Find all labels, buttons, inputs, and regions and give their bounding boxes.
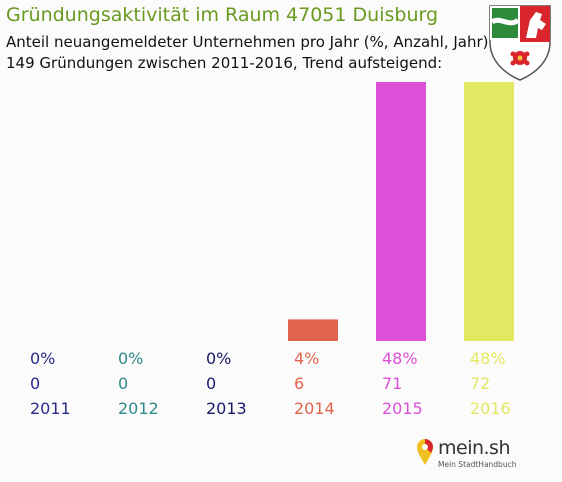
chart-subtitle: Anteil neuangemeldeter Unternehmen pro J… [6, 32, 489, 74]
count-label-2014: 6 [294, 374, 304, 393]
percent-label-2013: 0% [206, 349, 231, 368]
mein-sh-logo: mein.sh Mein StadtHandbuch [404, 430, 534, 474]
chart-title: Gründungsaktivität im Raum 47051 Duisbur… [6, 4, 439, 26]
percent-label-2016: 48% [470, 349, 506, 368]
year-label-2013: 2013 [206, 399, 247, 418]
percent-label-2015: 48% [382, 349, 418, 368]
year-label-2015: 2015 [382, 399, 423, 418]
map-pin-icon [416, 438, 434, 466]
count-label-2012: 0 [118, 374, 128, 393]
percent-label-2012: 0% [118, 349, 143, 368]
percent-label-2014: 4% [294, 349, 319, 368]
year-label-2014: 2014 [294, 399, 335, 418]
nrw-coat-of-arms-icon [484, 2, 556, 82]
percent-label-2011: 0% [30, 349, 55, 368]
count-label-2011: 0 [30, 374, 40, 393]
count-label-2015: 71 [382, 374, 402, 393]
logo-subtitle: Mein StadtHandbuch [438, 460, 517, 469]
subtitle-line-2: 149 Gründungen zwischen 2011-2016, Trend… [6, 54, 443, 72]
bar-2014 [288, 319, 338, 341]
year-label-2011: 2011 [30, 399, 71, 418]
logo-text: mein.sh [438, 437, 511, 459]
bar-2015 [376, 82, 426, 341]
bar-2016 [464, 82, 514, 341]
subtitle-line-1: Anteil neuangemeldeter Unternehmen pro J… [6, 33, 489, 51]
year-label-2012: 2012 [118, 399, 159, 418]
count-label-2016: 72 [470, 374, 490, 393]
count-label-2013: 0 [206, 374, 216, 393]
year-label-2016: 2016 [470, 399, 511, 418]
